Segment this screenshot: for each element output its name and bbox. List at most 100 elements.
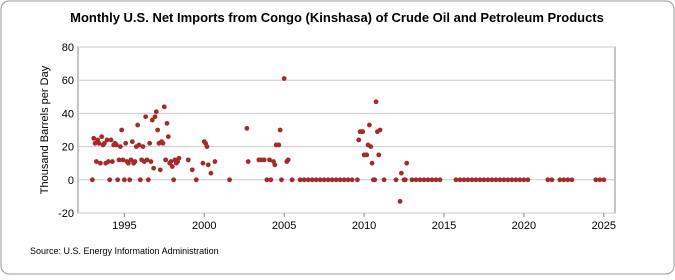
point xyxy=(157,167,163,173)
point xyxy=(165,134,171,140)
point xyxy=(208,170,214,176)
point xyxy=(193,177,199,183)
point xyxy=(372,177,378,183)
point xyxy=(261,157,267,163)
point xyxy=(404,160,410,166)
point xyxy=(402,177,408,183)
point xyxy=(152,114,158,120)
point xyxy=(107,177,113,183)
point xyxy=(593,177,599,183)
point xyxy=(525,177,531,183)
point xyxy=(373,99,379,105)
point xyxy=(92,140,98,146)
point xyxy=(381,177,387,183)
x-tick-label: 2010 xyxy=(352,220,376,232)
point xyxy=(281,76,287,81)
point xyxy=(176,155,182,161)
point xyxy=(597,177,603,183)
point xyxy=(521,177,527,183)
point xyxy=(477,177,483,183)
x-tick-label: 2020 xyxy=(512,220,536,232)
point xyxy=(397,198,403,204)
point xyxy=(421,177,427,183)
point xyxy=(135,122,141,128)
point xyxy=(268,177,274,183)
point xyxy=(321,177,327,183)
x-tick-label: 2005 xyxy=(272,220,296,232)
point xyxy=(171,177,177,183)
point xyxy=(313,177,319,183)
point xyxy=(144,157,150,163)
point xyxy=(105,159,111,164)
point xyxy=(345,177,351,183)
point xyxy=(276,142,282,148)
point xyxy=(367,122,372,128)
point xyxy=(481,177,487,183)
point xyxy=(513,177,519,183)
chart-title: Monthly U.S. Net Imports from Congo (Kin… xyxy=(70,10,604,25)
point xyxy=(413,177,419,183)
point xyxy=(377,127,383,133)
point xyxy=(227,177,232,183)
y-tick-label: 60 xyxy=(62,75,74,87)
point xyxy=(140,144,146,150)
point xyxy=(108,137,114,143)
point xyxy=(517,177,523,183)
point xyxy=(89,177,95,183)
y-tick-label: 20 xyxy=(62,142,74,154)
point xyxy=(127,177,133,183)
point xyxy=(128,157,134,163)
point xyxy=(437,177,443,183)
point xyxy=(398,170,404,176)
point xyxy=(96,140,102,146)
point xyxy=(425,177,431,183)
point xyxy=(341,177,347,183)
point xyxy=(429,177,435,183)
point xyxy=(153,109,159,115)
point xyxy=(164,120,170,126)
point xyxy=(433,177,439,183)
point xyxy=(143,114,149,120)
point xyxy=(317,177,323,183)
point xyxy=(267,157,272,163)
source: Source: U.S. Energy Information Administ… xyxy=(30,246,219,256)
point xyxy=(185,157,191,163)
point xyxy=(355,177,360,183)
point xyxy=(244,125,250,131)
x-tick-label: 1995 xyxy=(112,220,136,232)
point xyxy=(469,177,475,183)
point xyxy=(333,177,339,183)
point xyxy=(457,177,463,183)
point xyxy=(151,165,157,171)
point xyxy=(104,137,110,143)
point xyxy=(149,117,155,123)
point xyxy=(569,177,575,183)
x-tick-label: 2015 xyxy=(432,220,456,232)
point xyxy=(132,159,138,164)
point xyxy=(301,177,307,183)
point xyxy=(277,127,283,133)
point xyxy=(393,177,399,183)
point xyxy=(163,157,169,163)
point xyxy=(561,177,567,183)
point xyxy=(113,142,119,148)
point xyxy=(565,177,571,183)
point xyxy=(461,177,467,183)
point xyxy=(473,177,479,183)
point xyxy=(545,177,551,183)
point xyxy=(368,144,374,150)
point xyxy=(91,135,97,141)
point xyxy=(147,140,153,146)
point xyxy=(285,157,291,163)
point xyxy=(497,177,503,183)
point xyxy=(160,140,166,146)
y-tick-label: -20 xyxy=(58,208,74,220)
point xyxy=(601,177,607,183)
point xyxy=(485,177,491,183)
y-tick-label: 0 xyxy=(68,175,74,187)
point xyxy=(297,177,303,183)
point xyxy=(115,177,121,183)
point xyxy=(99,134,105,140)
point xyxy=(360,129,366,135)
